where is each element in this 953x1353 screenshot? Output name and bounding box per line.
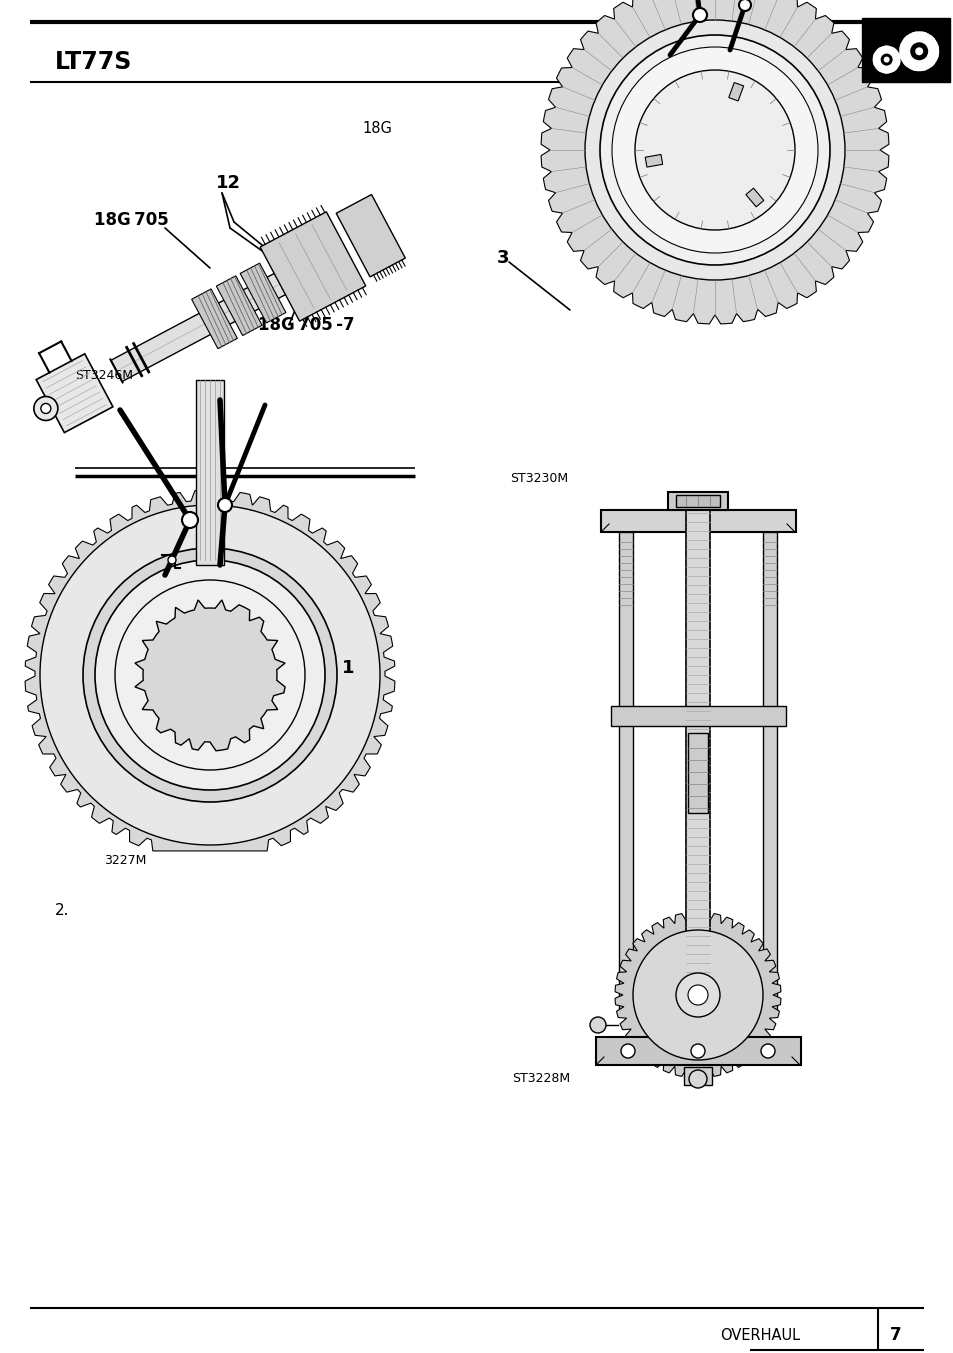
Bar [690, 532, 704, 1015]
Bar [195, 380, 224, 566]
Bar [676, 495, 720, 507]
Text: 1: 1 [341, 659, 355, 676]
Circle shape [676, 973, 720, 1017]
Circle shape [899, 31, 938, 72]
Bar [683, 1068, 711, 1085]
Circle shape [33, 396, 58, 421]
Bar [762, 532, 776, 1015]
Circle shape [599, 35, 829, 265]
Polygon shape [240, 262, 286, 323]
Text: 3: 3 [497, 249, 509, 267]
Circle shape [115, 580, 305, 770]
Circle shape [633, 930, 762, 1059]
Polygon shape [335, 195, 405, 277]
Circle shape [739, 0, 750, 11]
Polygon shape [134, 599, 285, 751]
Circle shape [760, 1045, 774, 1058]
Bar [600, 510, 795, 532]
Circle shape [95, 560, 325, 790]
Circle shape [182, 511, 198, 528]
Text: 18G 705: 18G 705 [94, 211, 169, 229]
Bar [644, 154, 662, 166]
Text: ST3228M: ST3228M [512, 1072, 570, 1085]
Circle shape [880, 54, 892, 65]
Polygon shape [872, 46, 900, 73]
Text: 18G: 18G [361, 120, 392, 135]
Circle shape [872, 46, 900, 73]
Text: ST3230M: ST3230M [510, 471, 568, 484]
Circle shape [692, 8, 706, 22]
Circle shape [168, 556, 175, 564]
Circle shape [218, 498, 232, 511]
Circle shape [612, 47, 817, 253]
Text: 3227M: 3227M [104, 854, 146, 866]
Polygon shape [540, 0, 888, 323]
Circle shape [909, 42, 927, 61]
Bar [610, 705, 785, 725]
Text: 2.: 2. [55, 902, 70, 917]
Text: 12: 12 [215, 175, 240, 192]
Circle shape [620, 1045, 635, 1058]
Text: OVERHAUL: OVERHAUL [720, 1327, 800, 1342]
Circle shape [589, 1017, 605, 1032]
Polygon shape [216, 276, 262, 336]
Polygon shape [192, 290, 237, 349]
Polygon shape [260, 212, 365, 321]
Polygon shape [111, 244, 342, 382]
Circle shape [690, 1045, 704, 1058]
Polygon shape [36, 354, 112, 433]
Bar [596, 1036, 801, 1065]
Text: ST3246M: ST3246M [75, 368, 132, 382]
Bar [667, 492, 727, 510]
Bar [685, 497, 709, 990]
Circle shape [688, 1070, 706, 1088]
Text: LT77S: LT77S [55, 50, 132, 74]
Circle shape [687, 985, 707, 1005]
Bar [687, 732, 707, 813]
Bar [745, 188, 763, 207]
Text: 7: 7 [889, 1326, 901, 1344]
Circle shape [584, 20, 844, 280]
Circle shape [83, 548, 336, 802]
Bar [862, 18, 949, 83]
Circle shape [41, 403, 51, 414]
Text: 18G 705 -7: 18G 705 -7 [257, 317, 355, 334]
Circle shape [882, 57, 889, 62]
Circle shape [914, 47, 923, 55]
Circle shape [635, 70, 794, 230]
Polygon shape [615, 912, 781, 1078]
Bar [728, 83, 742, 101]
Bar [618, 532, 633, 1015]
Polygon shape [25, 490, 395, 851]
Polygon shape [899, 31, 938, 72]
Circle shape [40, 505, 379, 846]
